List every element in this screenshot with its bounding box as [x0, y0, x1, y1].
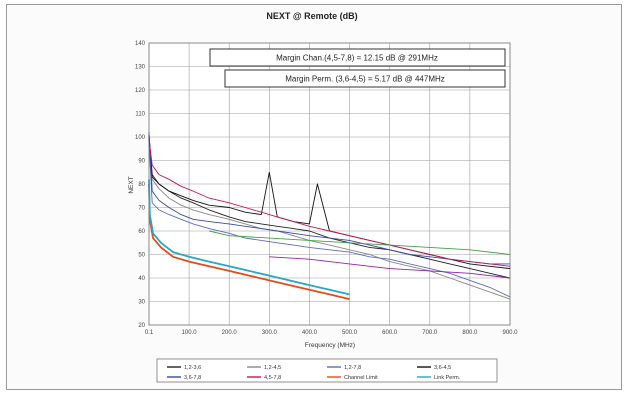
series-line-6 [148, 183, 350, 300]
legend-box [156, 358, 498, 383]
annotation-box-channel [209, 48, 506, 67]
chart-svg: NEXT @ Remote (dB) 0.1 100.0 200.0 300.0 400… [128, 11, 518, 383]
x-tick-label: 700.0 [422, 330, 438, 336]
series-line-1 [148, 146, 511, 300]
x-tick-label: 500.0 [342, 330, 358, 336]
y-tick-label: 130 [135, 65, 146, 71]
y-tick-label: 60 [138, 229, 145, 235]
x-tick-label: 0.1 [145, 330, 154, 336]
annotation-box-permanent [224, 69, 506, 88]
legend-label: Channel Limit [344, 375, 378, 381]
x-tick-label: 400.0 [302, 330, 318, 336]
series-line-7 [148, 179, 350, 296]
chart-title: NEXT @ Remote (dB) [266, 11, 357, 21]
y-tick-label: 100 [135, 135, 146, 141]
legend-label: 4,5-7,8 [264, 375, 281, 381]
x-tick-label: 900.0 [502, 330, 518, 336]
legend-label: 1,2-4,5 [264, 365, 281, 371]
chart-frame: NEXT @ Remote (dB) 0.1 100.0 200.0 300.0 400… [6, 4, 622, 390]
y-tick-label: 70 [138, 206, 145, 212]
x-tick-label: 100.0 [182, 330, 198, 336]
x-tick-label: 800.0 [462, 330, 478, 336]
series-line-4 [148, 132, 510, 265]
legend: 1,2-3,6 1,2-4,5 1,2-7,8 3,6-4,5 3,6-7,8 4,5-7… [167, 365, 461, 381]
x-tick-label: 200.0 [222, 330, 238, 336]
y-tick-label: 110 [135, 112, 145, 118]
legend-label: 1,2-7,8 [344, 365, 361, 371]
y-tick-label: 140 [135, 41, 146, 47]
y-tick-label: 30 [138, 300, 145, 306]
series-line-8 [208, 230, 511, 255]
y-axis-label: NEXT [128, 176, 135, 193]
legend-label: 3,6-4,5 [434, 365, 451, 371]
legend-label: Link Perm. [434, 375, 461, 381]
series-line-0 [148, 136, 511, 279]
y-tick-label: 20 [138, 323, 145, 329]
series-line-5 [148, 139, 511, 267]
legend-label: 1,2-3,6 [184, 365, 201, 371]
y-tick-label: 120 [135, 88, 146, 94]
x-axis-label: Frequency (MHz) [305, 342, 355, 349]
y-tick-label: 80 [138, 182, 145, 188]
annotation-channel: Margin Chan.(4,5-7,8) = 12.15 dB @ 291MH… [276, 54, 438, 63]
y-tick-label: 50 [138, 253, 145, 259]
series-layer [148, 132, 511, 300]
tick-labels: 0.1 100.0 200.0 300.0 400.0 500.0 600.0 700.0 80… [135, 41, 518, 336]
series-line-2 [148, 141, 511, 298]
x-tick-label: 300.0 [262, 330, 278, 336]
y-tick-label: 90 [138, 159, 145, 165]
x-tick-label: 600.0 [382, 330, 398, 336]
y-tick-label: 40 [138, 276, 145, 282]
series-line-9 [269, 256, 511, 279]
annotation-permanent: Margin Perm. (3,6-4,5) = 5.17 dB @ 447MH… [285, 75, 445, 84]
legend-label: 3,6-7,8 [184, 375, 201, 381]
